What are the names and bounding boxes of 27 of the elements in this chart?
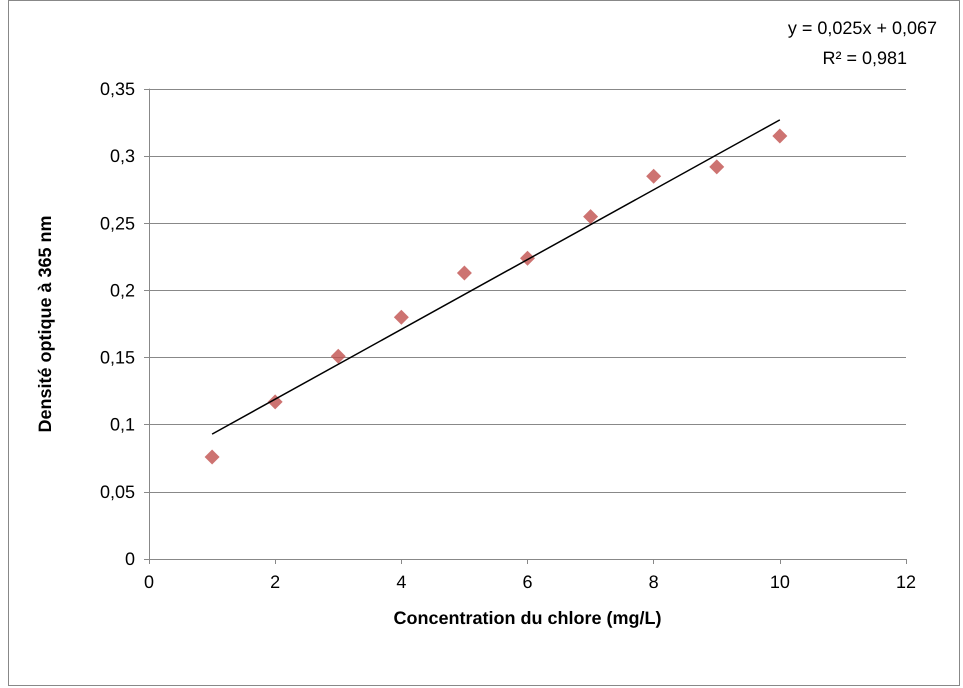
y-tick-label: 0,3	[110, 146, 135, 166]
y-tick-label: 0,15	[100, 348, 135, 368]
x-tick-label: 0	[144, 572, 154, 592]
point	[204, 449, 220, 464]
x-tick-label: 8	[648, 572, 659, 592]
point	[456, 265, 472, 280]
point	[583, 209, 598, 224]
x-tick-label: 2	[270, 572, 280, 592]
point	[709, 159, 724, 174]
y-tick-label: 0,25	[100, 213, 135, 234]
y-axis-title: Densité optique à 365 nm	[35, 215, 55, 433]
y-tick-label: 0	[124, 549, 135, 569]
y-tick-label: 0,1	[110, 414, 135, 435]
x-tick-label: 4	[396, 572, 406, 592]
point	[330, 348, 346, 364]
x-tick-label: 10	[770, 572, 790, 592]
x-tick-label: 12	[896, 572, 916, 592]
y-tick-label: 0,35	[100, 79, 135, 99]
x-tick-label: 6	[522, 572, 533, 592]
y-tick-label: 0,05	[100, 482, 135, 502]
point	[772, 128, 788, 144]
text: R² = 0,981	[822, 48, 908, 68]
x-axis-title: Concentration du chlore (mg/L)	[394, 608, 662, 628]
point	[394, 310, 409, 325]
y-tick-label: 0,2	[110, 280, 135, 300]
point	[646, 168, 662, 184]
text: y = 0,025x + 0,067	[788, 18, 938, 38]
